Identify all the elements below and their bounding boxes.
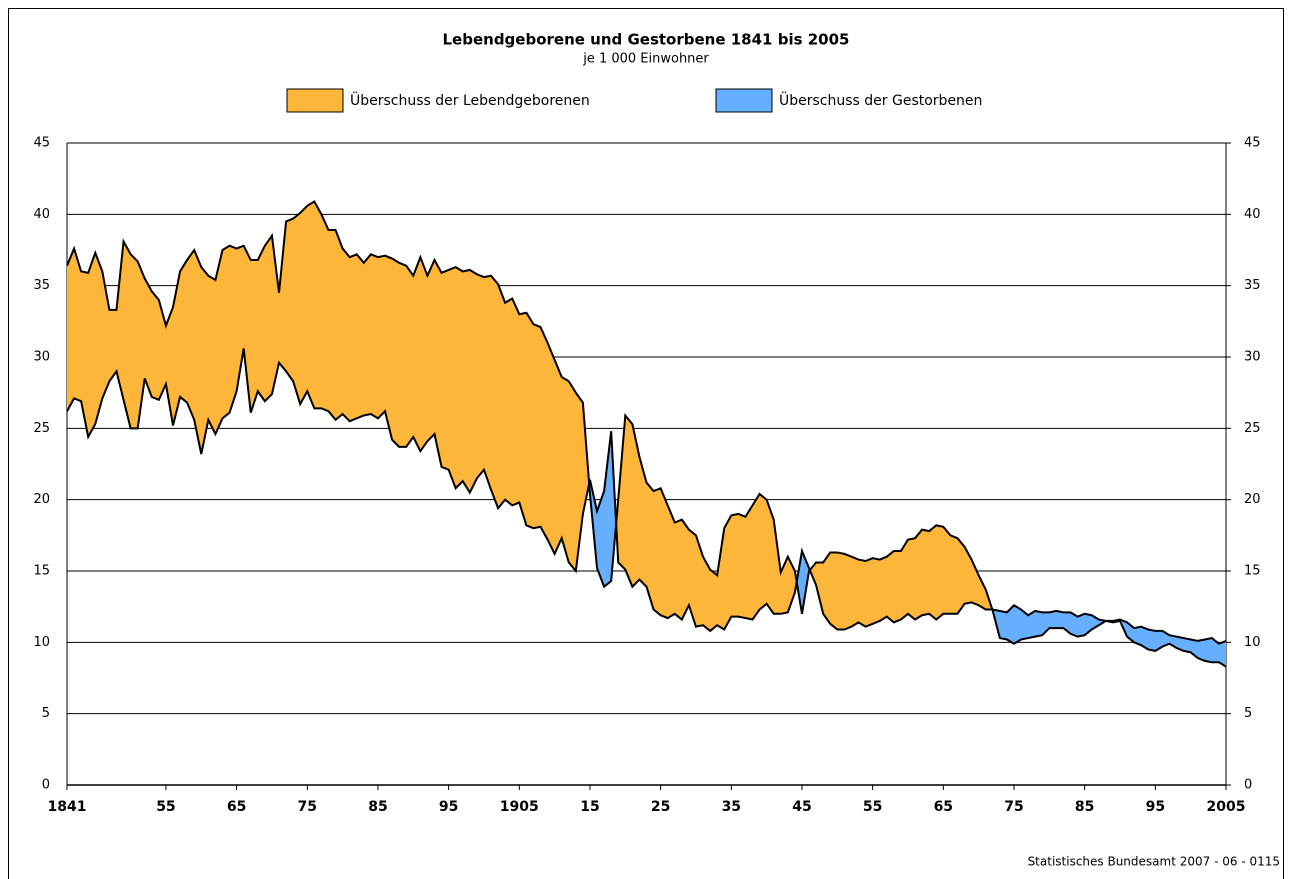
y-tick-label: 15 [33, 564, 50, 579]
chart-subtitle: je 1 000 Einwohner [582, 52, 709, 67]
y2-tick-label: 10 [1244, 635, 1261, 650]
x-tick-label: 1905 [500, 799, 539, 815]
x-tick-label: 1841 [48, 799, 87, 815]
legend-swatch [286, 88, 344, 113]
x-tick-label: 95 [439, 799, 458, 815]
x-tick-label: 95 [1146, 799, 1165, 815]
x-tick-label: 55 [156, 799, 175, 815]
source-note: Statistisches Bundesamt 2007 - 06 - 0115 [1028, 855, 1280, 869]
y-tick-label: 30 [33, 350, 50, 365]
legend-label: Überschuss der Lebendgeborenen [350, 91, 590, 109]
x-tick-label: 65 [227, 799, 246, 815]
y2-tick-label: 0 [1244, 778, 1252, 793]
x-tick-label: 2005 [1207, 799, 1246, 815]
y-tick-label: 25 [33, 421, 50, 436]
y-tick-label: 35 [33, 278, 50, 293]
x-tick-label: 85 [1075, 799, 1094, 815]
y2-tick-label: 45 [1244, 136, 1261, 151]
y-tick-label: 5 [42, 706, 50, 721]
y2-tick-label: 25 [1244, 421, 1261, 436]
x-tick-label: 75 [298, 799, 317, 815]
chart-title: Lebendgeborene und Gestorbene 1841 bis 2… [443, 31, 850, 49]
y-tick-label: 40 [33, 207, 50, 222]
y2-tick-label: 40 [1244, 207, 1261, 222]
x-tick-label: 35 [722, 799, 741, 815]
y2-tick-label: 20 [1244, 492, 1261, 507]
x-tick-label: 75 [1004, 799, 1023, 815]
x-tick-label: 15 [580, 799, 599, 815]
y-tick-label: 0 [42, 778, 50, 793]
x-tick-label: 85 [368, 799, 387, 815]
legend-label: Überschuss der Gestorbenen [779, 91, 982, 109]
frame [8, 8, 1284, 879]
series-line [66, 348, 1227, 645]
series-line [66, 200, 1227, 668]
legend-swatch [715, 88, 773, 113]
y2-tick-label: 15 [1244, 564, 1261, 579]
x-tick-label: 45 [792, 799, 811, 815]
x-tick-label: 65 [934, 799, 953, 815]
y2-tick-label: 35 [1244, 278, 1261, 293]
y2-tick-label: 5 [1244, 706, 1252, 721]
x-tick-label: 25 [651, 799, 670, 815]
y2-tick-label: 30 [1244, 350, 1261, 365]
y-tick-label: 10 [33, 635, 50, 650]
x-tick-label: 55 [863, 799, 882, 815]
y-tick-label: 45 [33, 136, 50, 151]
y-tick-label: 20 [33, 492, 50, 507]
